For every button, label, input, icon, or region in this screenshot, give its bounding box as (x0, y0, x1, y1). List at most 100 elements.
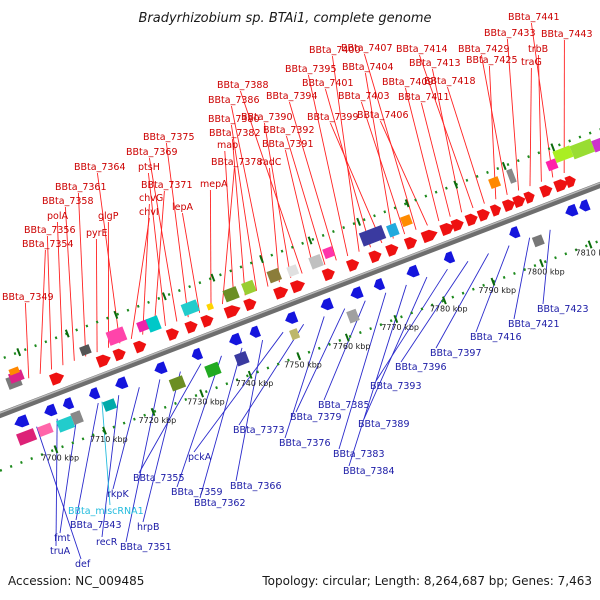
forward-gene-label: BBta_7394 (266, 91, 318, 102)
reverse-gene-label: BBta_7351 (120, 542, 172, 553)
forward-gene-label: BBta_7356 (24, 225, 76, 236)
forward-label-connector (56, 221, 64, 366)
forward-gene-label: BBta_7413 (409, 58, 461, 69)
forward-gene-label: BBta_7390 (241, 112, 293, 123)
reverse-gene-label: recR (96, 537, 118, 548)
reverse-gene-arrow (509, 226, 521, 239)
forward-gene-label: BBta_7403 (338, 91, 390, 102)
genome-backbone (0, 181, 600, 419)
forward-gene-arrow (564, 175, 576, 189)
reverse-gene-label: BBta_7379 (290, 412, 342, 423)
feature-block (506, 168, 517, 184)
tick-label: 7790 kbp (478, 286, 516, 295)
forward-gene-label: BBta_7349 (2, 292, 54, 303)
genome-tracks: 7700 kbp 7710 kbp 7720 kbp 7730 kbp 7740 kbp… (0, 128, 600, 472)
forward-gene-arrow (464, 213, 478, 227)
tick-label: 7730 kbp (187, 398, 225, 407)
tick-label: 7710 kbp (90, 435, 128, 444)
forward-gene-label: BBta_7361 (55, 182, 107, 193)
forward-gene-label: trbB (528, 44, 548, 55)
forward-gene-label: BBta_7443 (541, 29, 593, 40)
forward-label-connector (360, 101, 406, 235)
forward-label-connector (480, 54, 508, 195)
forward-gene-arrow (95, 354, 111, 368)
feature-block (358, 224, 387, 247)
tick-mark (356, 217, 361, 226)
forward-label-connector (530, 22, 554, 178)
forward-label-connector (142, 203, 150, 335)
forward-gene-label: BBta_7433 (484, 28, 536, 39)
feature-block (266, 267, 283, 284)
forward-gene-arrow (133, 340, 147, 354)
reverse-gene-label: BBta_7362 (194, 498, 246, 509)
forward-gene-label: BBta_7378 (211, 157, 263, 168)
forward-gene-label: map (217, 140, 238, 151)
reverse-label-connector (59, 410, 79, 534)
forward-label-connector (77, 192, 87, 357)
forward-label-connector (418, 54, 474, 209)
genome-backbone-highlight (0, 182, 600, 414)
forward-gene-label: BBta_7364 (74, 162, 126, 173)
tick-label: 7770 kbp (381, 323, 419, 332)
reverse-gene-arrow (285, 311, 299, 324)
reverse-label-connector (112, 387, 140, 490)
tick-mark (210, 273, 216, 282)
feature-block (222, 286, 240, 303)
reverse-label-connector (55, 418, 58, 547)
tick-label: 7780 kbp (430, 305, 468, 314)
reverse-label-connector (542, 229, 551, 305)
forward-gene-label: BBta_7358 (42, 196, 94, 207)
tick-mark (53, 445, 59, 454)
forward-gene-label: BBta_7411 (398, 92, 450, 103)
tick-mark (501, 161, 507, 171)
tick-mark (587, 240, 593, 249)
reverse-label-connector (238, 324, 305, 426)
reverse-label-connector (284, 316, 325, 439)
reverse-label-connector (363, 276, 428, 420)
forward-label-connector (224, 150, 235, 300)
feature-block (241, 279, 257, 296)
forward-gene-arrow (403, 236, 418, 250)
tick-mark (550, 143, 556, 152)
reverse-gene-label: fmt (54, 533, 71, 544)
upper-guide-dots (0, 128, 600, 361)
reverse-gene-arrow (229, 332, 243, 346)
forward-gene-label: BBta_7441 (508, 12, 560, 23)
feature-block (145, 315, 162, 333)
reverse-gene-arrow (44, 403, 58, 417)
reverse-gene-arrow (373, 277, 386, 291)
reverse-label-connector (295, 308, 346, 413)
reverse-gene-arrow (191, 347, 204, 361)
reverse-gene-arrow (62, 397, 75, 410)
forward-gene-label: BBta_7409 (382, 77, 434, 88)
forward-label-connector (46, 235, 52, 370)
feature-block (204, 361, 222, 378)
reverse-gene-label: rkpK (107, 489, 129, 500)
tick-mark (113, 310, 119, 319)
forward-gene-label: BBta_7404 (342, 62, 394, 73)
forward-gene-label: polA (47, 211, 68, 222)
reverse-gene-label: BBta_7385 (318, 400, 370, 411)
reverse-label-connector (348, 284, 407, 467)
forward-gene-label: BBta_7406 (357, 110, 409, 121)
forward-label-connector (268, 167, 280, 283)
forward-gene-arrow (501, 199, 516, 212)
forward-label-connector (506, 38, 520, 191)
feature-block (206, 302, 214, 311)
tick-label: 7750 kbp (284, 360, 322, 369)
feature-block (16, 428, 38, 446)
tick-mark (296, 352, 302, 361)
forward-label-connector (379, 120, 428, 226)
forward-gene-arrow (512, 195, 526, 209)
reverse-label-connector (101, 395, 120, 538)
forward-gene-label: lepA (172, 202, 194, 213)
forward-gene-label: BBta_7354 (22, 239, 74, 250)
tick-mark (344, 333, 350, 342)
tick-label: 7740 kbp (236, 379, 274, 388)
reverse-label-connector (235, 339, 264, 482)
forward-label-connector (147, 172, 166, 326)
forward-label-connector (324, 88, 371, 248)
forward-gene-arrow (321, 268, 335, 282)
